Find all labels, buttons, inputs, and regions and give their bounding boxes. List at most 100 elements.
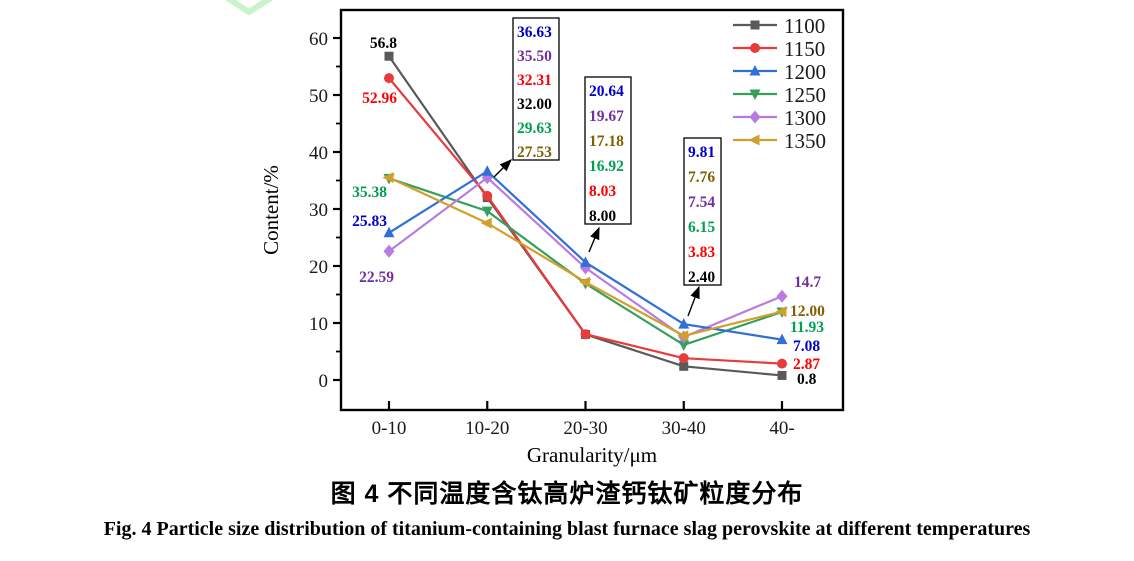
point-label: 56.8 (370, 35, 397, 52)
marker-triangle-left (775, 306, 787, 318)
series-1350 (382, 172, 787, 342)
callout-arrow (588, 226, 600, 253)
callout-value: 8.00 (589, 208, 616, 225)
callout-value: 8.03 (589, 183, 616, 200)
watermark-chevron-icon (220, 0, 280, 18)
x-tick-label: 40- (769, 418, 794, 439)
x-tick-label: 30-40 (662, 418, 706, 439)
point-label: 25.83 (352, 213, 387, 230)
point-label: 11.93 (790, 319, 824, 336)
legend-item-1300: 1300 (733, 106, 826, 130)
y-tick-label: 40 (309, 143, 328, 164)
marker-square (384, 51, 394, 61)
legend-label: 1150 (784, 37, 825, 61)
callout-value: 32.31 (517, 72, 552, 89)
marker-circle (384, 73, 394, 84)
marker-square (777, 370, 787, 380)
callout-value: 35.50 (517, 48, 552, 65)
callout-value: 16.92 (589, 158, 624, 175)
callout-value: 6.15 (688, 219, 715, 236)
y-tick-label: 50 (309, 86, 328, 107)
marker-square (750, 20, 760, 30)
callout-value: 2.40 (688, 269, 715, 286)
callout-value: 20.64 (589, 83, 624, 100)
point-label: 12.00 (790, 303, 825, 320)
point-label: 0.8 (797, 371, 817, 388)
legend-label: 1100 (784, 14, 825, 38)
marker-circle (678, 353, 689, 364)
callout-value: 3.83 (688, 244, 715, 261)
legend-item-1250: 1250 (733, 83, 826, 107)
marker-circle (482, 190, 493, 201)
marker-diamond (749, 110, 761, 124)
y-tick-label: 0 (319, 371, 329, 392)
y-axis-title: Content/% (259, 165, 283, 255)
point-label: 14.7 (794, 274, 821, 291)
marker-triangle-left (677, 330, 689, 342)
callout-box: 20.64 19.67 17.18 16.92 8.03 8.00 (584, 76, 632, 253)
callout-arrow (687, 285, 700, 317)
callout-value: 32.00 (517, 96, 552, 113)
legend-label: 1200 (784, 60, 826, 84)
x-axis-title: Granularity/μm (527, 443, 657, 467)
callout-arrow (493, 159, 512, 178)
y-tick-label: 10 (309, 314, 328, 335)
marker-triangle-up (776, 333, 788, 345)
marker-triangle-up (749, 65, 761, 76)
callout-value: 7.76 (688, 169, 715, 186)
particle-size-line-chart: 0 10 20 30 40 50 60 0-10 10-20 20-30 30-40 40- Granu… (259, 8, 845, 467)
marker-triangle-up (678, 318, 690, 329)
callout-value: 29.63 (517, 120, 552, 137)
marker-triangle-left (480, 217, 492, 229)
point-label: 22.59 (359, 269, 394, 286)
callout-value: 36.63 (517, 24, 552, 41)
legend-item-1150: 1150 (733, 37, 825, 61)
callout-rect (512, 17, 560, 161)
legend-label: 1300 (784, 106, 826, 130)
marker-diamond (383, 244, 395, 258)
chevron-down-icon (224, 0, 274, 16)
callout-value: 17.18 (589, 133, 624, 150)
marker-triangle-left (748, 134, 760, 146)
marker-triangle-down (481, 206, 493, 218)
marker-circle (777, 358, 787, 369)
marker-triangle-left (382, 172, 394, 184)
y-tick-label: 60 (309, 29, 328, 50)
marker-diamond (776, 289, 788, 303)
callout-value: 19.67 (589, 108, 624, 125)
marker-triangle-left (579, 276, 590, 288)
point-label: 7.08 (793, 338, 820, 355)
callout-value: 9.81 (688, 144, 715, 161)
point-label: 35.38 (352, 184, 387, 201)
caption-english: Fig. 4 Particle size distribution of tit… (103, 518, 1031, 540)
marker-triangle-up (580, 256, 591, 267)
legend-item-1200: 1200 (733, 60, 826, 84)
marker-square (679, 361, 689, 371)
callout-rect (683, 137, 722, 286)
legend-label: 1250 (784, 83, 826, 107)
marker-circle (580, 329, 591, 340)
marker-triangle-down (749, 89, 761, 100)
caption-chinese: 图 4 不同温度含钛高炉渣钙钛矿粒度分布 (330, 480, 804, 508)
marker-triangle-down (678, 340, 690, 351)
point-label: 2.87 (793, 356, 820, 373)
axes: 0 10 20 30 40 50 60 0-10 10-20 20-30 30-40 40- Granu… (259, 8, 845, 467)
legend-label: 1350 (784, 129, 826, 153)
callout-rect (584, 76, 632, 225)
legend-item-1100: 1100 (733, 14, 825, 38)
y-tick-label: 20 (309, 257, 328, 278)
marker-triangle-up (383, 226, 395, 238)
x-tick-label: 20-30 (563, 418, 607, 439)
callout-value: 27.53 (517, 144, 552, 161)
point-label: 52.96 (362, 90, 397, 107)
legend-item-1350: 1350 (733, 129, 826, 153)
callout-box: 9.81 7.76 7.54 6.15 3.83 2.40 (683, 137, 722, 317)
marker-circle (750, 43, 760, 53)
x-tick-label: 0-10 (372, 418, 407, 439)
y-tick-label: 30 (309, 200, 328, 221)
marker-triangle-up (481, 165, 493, 176)
series-1150 (384, 73, 787, 369)
x-tick-label: 10-20 (465, 418, 509, 439)
